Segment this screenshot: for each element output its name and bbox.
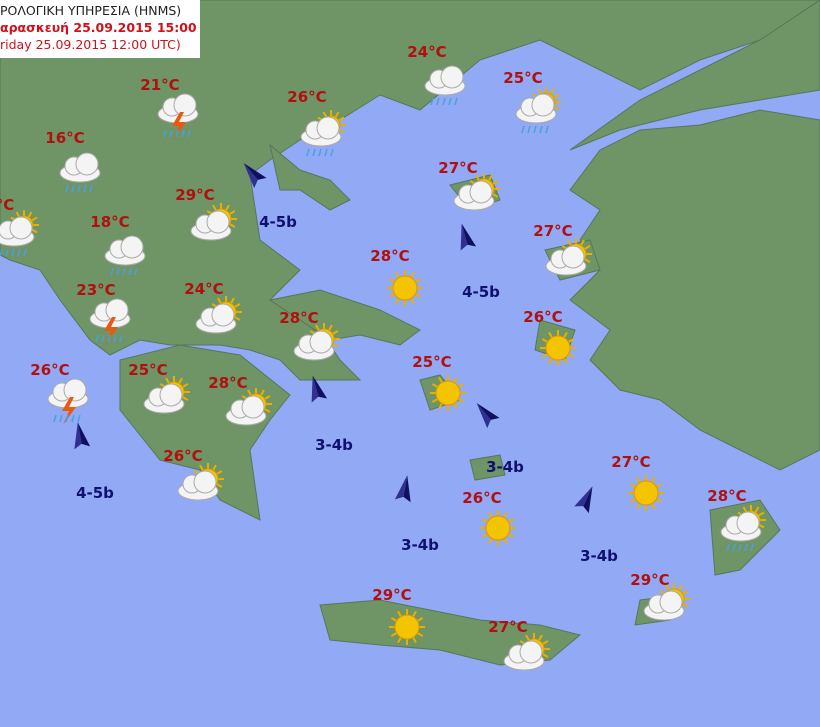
wind-force-label: 4-5b <box>462 283 500 301</box>
sun-icon <box>418 363 478 423</box>
temperature-label: 27°C <box>438 159 478 177</box>
temperature-label: 16°C <box>45 129 85 147</box>
agency-title: ΡΟΛΟΓΙΚΗ ΥΠΗΡΕΣΙΑ (HNMS) <box>0 3 182 18</box>
sun-cloud-rain-icon <box>0 205 48 265</box>
temperature-label: 28°C <box>370 247 410 265</box>
sun-icon <box>468 498 528 558</box>
wind-arrow-icon <box>572 483 602 517</box>
wind-force-label: 3-4b <box>315 436 353 454</box>
map-header: ΡΟΛΟΓΙΚΗ ΥΠΗΡΕΣΙΑ (HNMS) αρασκευή 25.09.… <box>0 0 200 58</box>
wind-arrow-icon <box>470 398 500 432</box>
wind-arrow-icon <box>237 158 267 192</box>
wind-force-label: 3-4b <box>401 536 439 554</box>
sun-cloud-icon <box>185 195 245 255</box>
sun-cloud-rain-icon <box>295 105 355 165</box>
sun-cloud-icon <box>190 288 250 348</box>
sun-cloud-icon <box>172 455 232 515</box>
sun-cloud-icon <box>638 575 698 635</box>
thunder-icon <box>148 90 208 150</box>
temperature-label: 25°C <box>412 353 452 371</box>
wind-force-label: 3-4b <box>486 458 524 476</box>
temperature-label: 27°C <box>611 453 651 471</box>
sun-cloud-icon <box>288 315 348 375</box>
temperature-label: 26°C <box>287 88 327 106</box>
cloud-rain-icon <box>415 58 475 118</box>
temperature-label: 29°C <box>175 186 215 204</box>
sun-cloud-rain-icon <box>510 82 570 142</box>
temperature-label: 25°C <box>128 361 168 379</box>
temperature-label: 28°C <box>707 487 747 505</box>
cloud-rain-icon <box>50 145 110 205</box>
wind-force-label: 4-5b <box>259 213 297 231</box>
temperature-label: 18°C <box>90 213 130 231</box>
temperature-label: 27°C <box>488 618 528 636</box>
sun-icon <box>375 258 435 318</box>
sun-icon <box>616 463 676 523</box>
wind-arrow-icon <box>65 420 95 454</box>
sun-cloud-icon <box>540 230 600 290</box>
temperature-label: 26°C <box>30 361 70 379</box>
forecast-utc-time: riday 25.09.2015 12:00 UTC) <box>0 37 181 52</box>
cloud-rain-icon <box>95 228 155 288</box>
temperature-label: 21°C <box>140 76 180 94</box>
temperature-label: 28°C <box>279 309 319 327</box>
temperature-label: 25°C <box>503 69 543 87</box>
wind-arrow-icon <box>390 473 420 507</box>
temperature-label: 27°C <box>533 222 573 240</box>
wind-arrow-icon <box>450 221 480 255</box>
thunder-icon <box>38 375 98 435</box>
temperature-label: 24°C <box>184 280 224 298</box>
wind-force-label: 4-5b <box>76 484 114 502</box>
sun-cloud-rain-icon <box>715 500 775 560</box>
wind-arrow-icon <box>301 373 331 407</box>
sun-cloud-icon <box>138 368 198 428</box>
temperature-label: 26°C <box>462 489 502 507</box>
sun-icon <box>528 318 588 378</box>
temperature-label: 26°C <box>523 308 563 326</box>
temperature-label: 26°C <box>163 447 203 465</box>
temperature-label: 23°C <box>76 281 116 299</box>
sun-cloud-icon <box>448 165 508 225</box>
temperature-label: 24°C <box>407 43 447 61</box>
sun-cloud-icon <box>498 625 558 685</box>
sun-icon <box>377 597 437 657</box>
forecast-local-time: αρασκευή 25.09.2015 15:00 <box>0 20 197 35</box>
temperature-label: 29°C <box>630 571 670 589</box>
temperature-label: 29°C <box>372 586 412 604</box>
sun-cloud-icon <box>220 380 280 440</box>
temperature-label: 28°C <box>208 374 248 392</box>
temperature-label: °C <box>0 196 15 214</box>
thunder-icon <box>80 295 140 355</box>
wind-force-label: 3-4b <box>580 547 618 565</box>
